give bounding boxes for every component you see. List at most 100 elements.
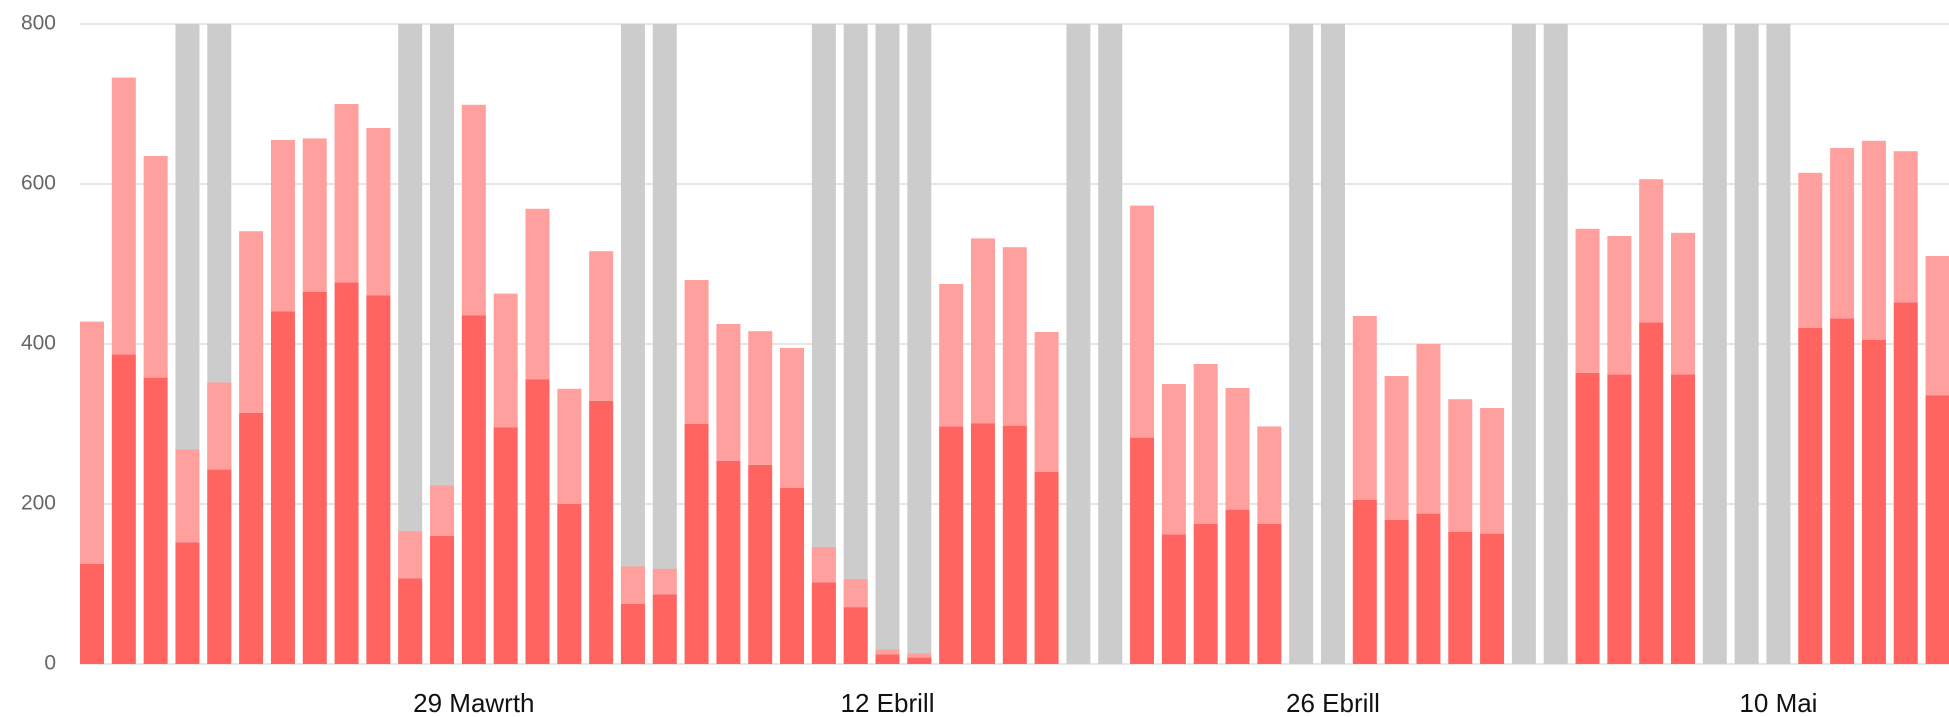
bar-segment bbox=[1161, 534, 1186, 664]
bar-segment bbox=[589, 400, 614, 664]
bar-segment bbox=[430, 536, 455, 664]
bar-segment bbox=[557, 504, 582, 664]
bar-segment bbox=[1448, 532, 1473, 664]
bar-background bbox=[1766, 24, 1791, 664]
x-tick-label: 10 Mai bbox=[1739, 688, 1817, 717]
bar-segment bbox=[270, 140, 295, 312]
bar-segment bbox=[1671, 374, 1695, 664]
x-tick-label: 26 Ebrill bbox=[1286, 688, 1380, 717]
bar-segment bbox=[1893, 151, 1918, 303]
bar-segment bbox=[1416, 513, 1441, 664]
bar-segment bbox=[1193, 524, 1218, 664]
bar-segment bbox=[716, 460, 741, 664]
bar-segment bbox=[1002, 247, 1027, 426]
y-tick-label: 0 bbox=[44, 652, 56, 675]
x-tick-label: 12 Ebrill bbox=[841, 688, 935, 717]
bar-segment bbox=[843, 607, 868, 664]
bar-segment bbox=[780, 348, 805, 488]
bar-segment bbox=[302, 292, 327, 664]
y-tick-label: 800 bbox=[21, 12, 56, 35]
bar-segment bbox=[1639, 322, 1664, 664]
bar-segment bbox=[875, 649, 900, 655]
bar-segment bbox=[143, 156, 168, 378]
bar-segment bbox=[525, 208, 550, 380]
bar-segment bbox=[620, 566, 645, 604]
bar-segment bbox=[398, 578, 423, 664]
bar-segment bbox=[1384, 520, 1409, 664]
bar-segment bbox=[1798, 328, 1823, 664]
bar-segment bbox=[1130, 205, 1155, 438]
bar-segment bbox=[907, 657, 932, 664]
bar-segment bbox=[111, 77, 136, 355]
bar-segment bbox=[334, 282, 359, 664]
bar-segment bbox=[589, 251, 614, 401]
bar-segment bbox=[780, 488, 805, 664]
bar-segment bbox=[270, 311, 295, 664]
bar-segment bbox=[1893, 302, 1918, 664]
bar-segment bbox=[1798, 172, 1823, 328]
bar-background bbox=[1066, 24, 1091, 664]
bar-segment bbox=[939, 426, 964, 664]
bar-background bbox=[1702, 24, 1727, 664]
bar-segment bbox=[1607, 236, 1632, 375]
bar-segment bbox=[80, 321, 104, 564]
bar-segment bbox=[1639, 179, 1664, 323]
bar-segment bbox=[939, 284, 964, 427]
bar-segment bbox=[1480, 408, 1505, 534]
bar-segment bbox=[493, 293, 518, 428]
bar-segment bbox=[684, 280, 709, 424]
y-tick-label: 400 bbox=[21, 332, 56, 355]
bar-segment bbox=[1225, 388, 1250, 510]
bar-segment bbox=[716, 324, 741, 461]
bar-background bbox=[875, 24, 900, 664]
bar-segment bbox=[1861, 340, 1886, 664]
y-tick-label: 600 bbox=[21, 172, 56, 195]
bar-segment bbox=[1671, 232, 1695, 375]
bar-background bbox=[1734, 24, 1759, 664]
bar-segment bbox=[366, 295, 391, 664]
bar-background bbox=[1511, 24, 1536, 664]
bar-segment bbox=[748, 464, 773, 664]
bar-segment bbox=[430, 485, 455, 536]
bar-segment bbox=[907, 653, 932, 658]
bar-segment bbox=[1384, 376, 1409, 520]
bar-segment bbox=[1193, 364, 1218, 524]
bar-segment bbox=[652, 594, 677, 664]
bar-background bbox=[1289, 24, 1314, 664]
bar-segment bbox=[1925, 395, 1949, 664]
bar-segment bbox=[461, 315, 486, 664]
bar-segment bbox=[1607, 374, 1632, 664]
bar-segment bbox=[1257, 426, 1282, 524]
bar-background bbox=[1098, 24, 1123, 664]
bar-segment bbox=[1257, 524, 1282, 664]
bar-segment bbox=[652, 568, 677, 595]
bar-segment bbox=[334, 104, 359, 283]
bar-segment bbox=[525, 379, 550, 664]
bar-segment bbox=[1161, 384, 1186, 535]
bar-segment bbox=[1575, 372, 1600, 664]
bar-segment bbox=[207, 382, 232, 470]
bar-segment bbox=[1416, 344, 1441, 514]
bar-segment bbox=[970, 423, 995, 664]
bar-segment bbox=[143, 377, 168, 664]
bar-segment bbox=[1034, 332, 1059, 472]
bar-segment bbox=[811, 582, 836, 664]
bar-segment bbox=[1830, 148, 1855, 319]
bar-segment bbox=[461, 104, 486, 316]
bar-segment bbox=[843, 579, 868, 608]
bar-segment bbox=[302, 138, 327, 292]
bar-segment bbox=[175, 542, 200, 664]
bar-segment bbox=[1480, 533, 1505, 664]
bar-segment bbox=[1352, 500, 1377, 664]
bar-background bbox=[620, 24, 645, 664]
bar-segment bbox=[1448, 399, 1473, 532]
bar-segment bbox=[748, 331, 773, 465]
bar-segment bbox=[111, 354, 136, 664]
bar-segment bbox=[175, 449, 200, 543]
bar-segment bbox=[557, 388, 582, 504]
bar-segment bbox=[1352, 316, 1377, 500]
bar-segment bbox=[1575, 228, 1600, 373]
bar-segment bbox=[1830, 318, 1855, 664]
bar-background bbox=[652, 24, 677, 664]
